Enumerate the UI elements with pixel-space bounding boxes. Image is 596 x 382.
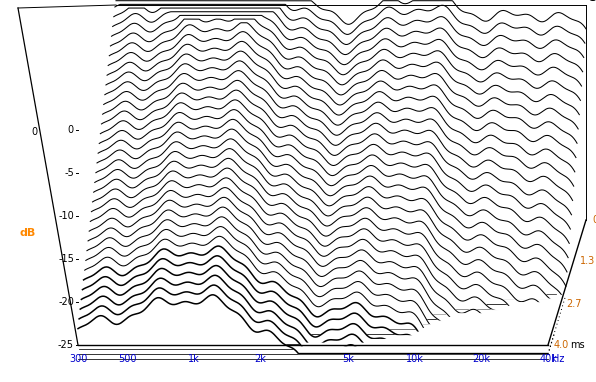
- Polygon shape: [114, 8, 583, 229]
- Polygon shape: [89, 197, 559, 317]
- Polygon shape: [106, 51, 576, 255]
- Polygon shape: [86, 227, 556, 328]
- Text: 10k: 10k: [406, 354, 424, 364]
- Polygon shape: [105, 61, 575, 259]
- Text: 2k: 2k: [254, 354, 266, 364]
- Text: CLIO: CLIO: [588, 0, 596, 3]
- Text: 5k: 5k: [342, 354, 354, 364]
- Text: 1.3: 1.3: [580, 256, 595, 265]
- Polygon shape: [80, 275, 550, 346]
- Polygon shape: [107, 41, 577, 251]
- Polygon shape: [95, 149, 565, 298]
- Text: 2.7: 2.7: [566, 299, 582, 309]
- Text: -25: -25: [58, 340, 74, 350]
- Polygon shape: [81, 265, 551, 343]
- Polygon shape: [113, 12, 583, 233]
- Text: 0.0: 0.0: [592, 215, 596, 225]
- Text: 500: 500: [118, 354, 136, 364]
- Polygon shape: [88, 207, 558, 320]
- Text: 20k: 20k: [473, 354, 491, 364]
- Text: -15: -15: [58, 254, 74, 264]
- Text: -20: -20: [58, 297, 74, 307]
- Polygon shape: [91, 188, 560, 313]
- Polygon shape: [92, 168, 563, 306]
- Text: 300: 300: [69, 354, 87, 364]
- Polygon shape: [91, 178, 561, 309]
- Polygon shape: [108, 32, 578, 248]
- Text: ms: ms: [570, 340, 585, 350]
- Polygon shape: [100, 100, 570, 274]
- Polygon shape: [98, 119, 568, 281]
- Polygon shape: [94, 159, 564, 302]
- Text: 1k: 1k: [188, 354, 200, 364]
- Polygon shape: [97, 129, 567, 285]
- Polygon shape: [115, 4, 585, 226]
- Polygon shape: [103, 80, 573, 266]
- Polygon shape: [96, 139, 566, 288]
- Polygon shape: [83, 246, 554, 335]
- Polygon shape: [79, 285, 549, 350]
- Polygon shape: [104, 71, 574, 262]
- Polygon shape: [85, 236, 555, 332]
- Text: -5: -5: [64, 168, 74, 178]
- Polygon shape: [109, 23, 579, 244]
- Polygon shape: [111, 15, 582, 237]
- Polygon shape: [101, 90, 572, 270]
- Text: dB: dB: [20, 228, 36, 238]
- Text: 0: 0: [68, 125, 74, 135]
- Polygon shape: [116, 1, 586, 222]
- Text: 0: 0: [32, 127, 38, 137]
- Polygon shape: [82, 256, 552, 339]
- Polygon shape: [87, 217, 557, 324]
- Text: 40k: 40k: [539, 354, 557, 364]
- Text: 4.0: 4.0: [554, 340, 569, 350]
- Polygon shape: [100, 110, 569, 277]
- Text: Hz: Hz: [552, 354, 564, 364]
- Polygon shape: [78, 295, 548, 354]
- Text: -10: -10: [58, 211, 74, 221]
- Polygon shape: [110, 19, 581, 240]
